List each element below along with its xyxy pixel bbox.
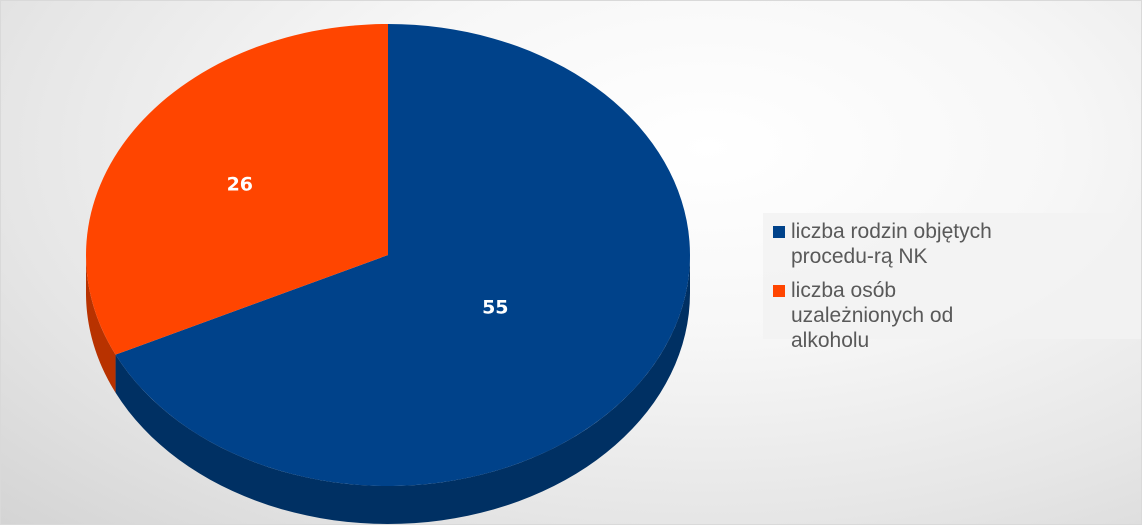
data-label-1: 26	[227, 174, 253, 196]
legend-swatch-alcohol	[773, 285, 785, 297]
legend-label-families: liczba rodzin objętych procedu-rą NK	[791, 220, 992, 268]
legend-item-alcohol: liczba osób uzależnionych od alkoholu	[773, 278, 1133, 353]
legend: liczba rodzin objętych procedu-rą NK lic…	[763, 213, 1141, 352]
data-label-0: 55	[482, 297, 508, 319]
pie-top-layer	[86, 24, 691, 486]
pie-side-layer	[86, 255, 691, 524]
pie-side-1	[86, 255, 116, 393]
legend-item-families: liczba rodzin objętych procedu-rą NK	[773, 219, 1133, 269]
pie-label-layer: 55 26	[227, 174, 509, 319]
pie-slice-1	[86, 24, 388, 355]
legend-label-alcohol: liczba osób uzależnionych od alkoholu	[791, 279, 954, 352]
pie-slice-0	[115, 24, 691, 486]
pie-side-0	[115, 255, 691, 524]
legend-swatch-families	[773, 226, 785, 238]
